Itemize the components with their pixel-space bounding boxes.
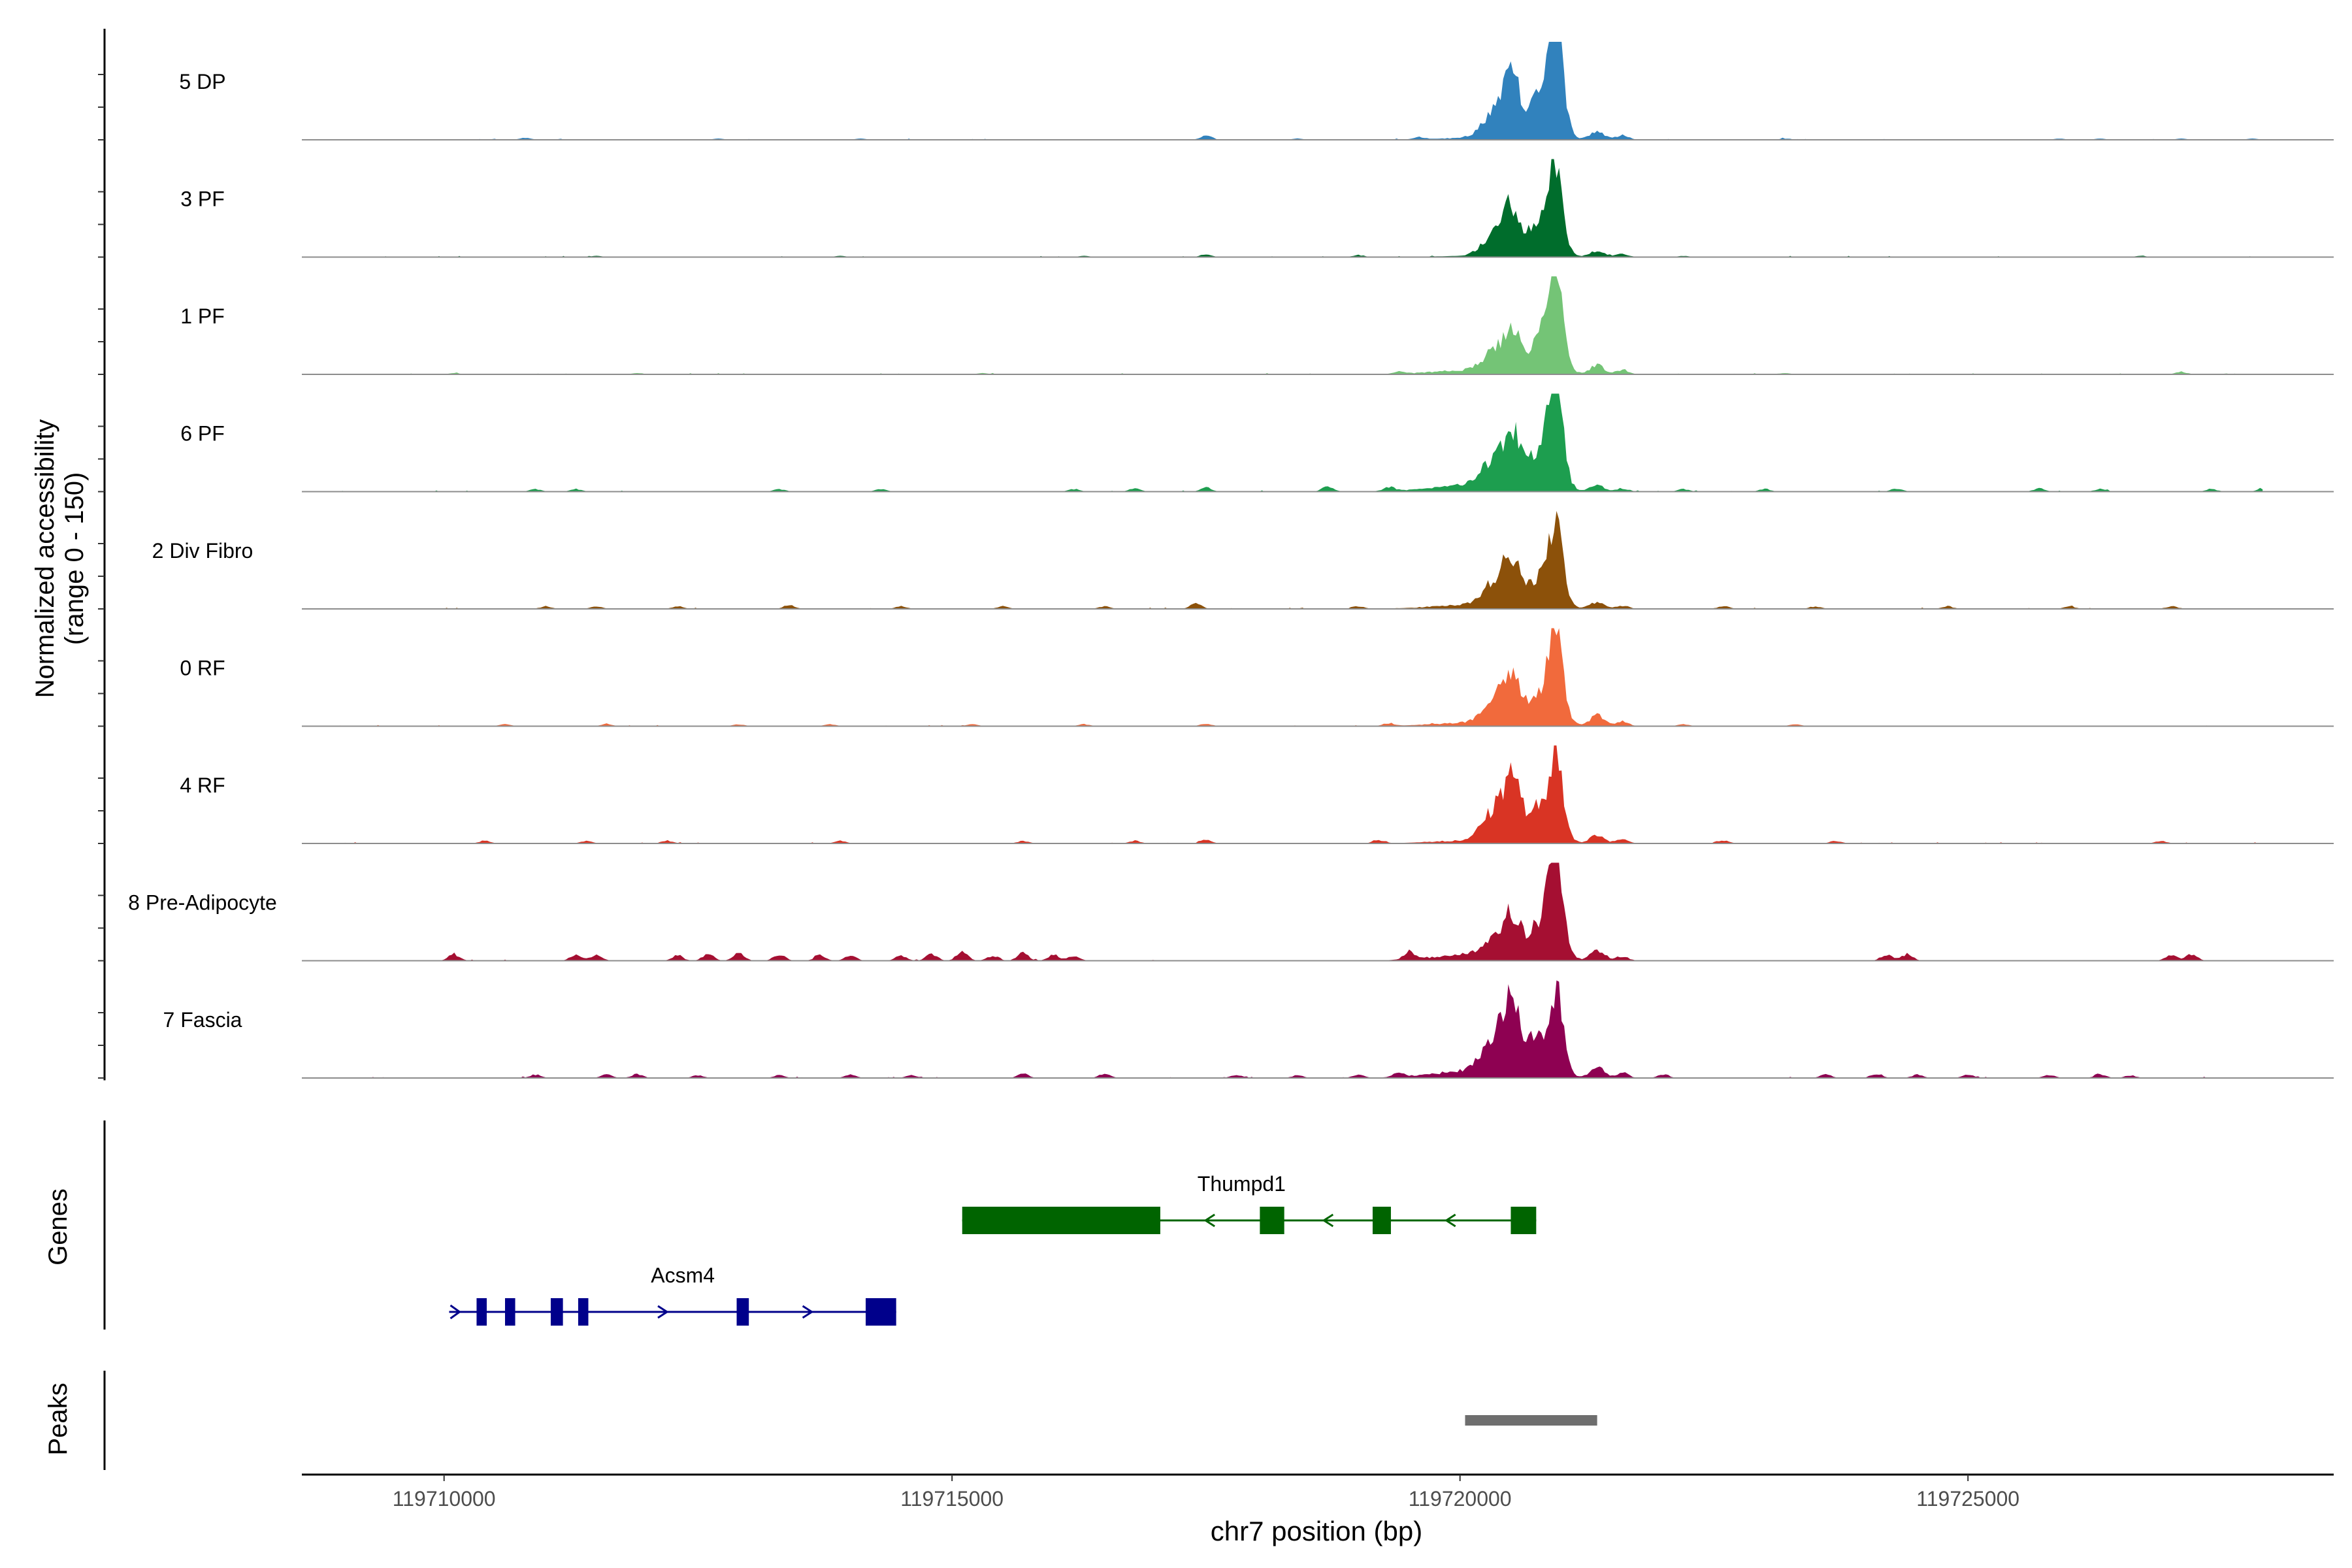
track-label: 3 PF [180,188,225,211]
x-tick-label: 119720000 [1409,1487,1512,1511]
x-axis: 119710000 119715000 119720000 119725000 [302,1473,2334,1511]
peak-region [1465,1415,1597,1426]
coverage-area [332,862,2263,961]
coverage-area [332,980,2263,1078]
gene-exon [1260,1207,1284,1234]
y-axis-label-line2: (range 0 - 150) [60,472,89,645]
track-label: 5 DP [179,70,225,93]
gene-exon [578,1298,589,1326]
coverage-area [332,159,2263,257]
x-tick-label: 119725000 [1916,1487,2019,1511]
coverage-tracks: 5 DP 3 PF 1 PF 6 PF 2 Div Fibro 0 RF 4 RF 8 Pre… [128,42,2334,1079]
genes-panel-label: Genes [44,1188,73,1266]
gene-exon [1372,1207,1391,1234]
coverage-area [332,511,2263,609]
strand-arrow [1322,1213,1334,1228]
track-label: 6 PF [180,422,225,446]
gene-exon [866,1298,896,1326]
strand-arrow [1203,1213,1215,1228]
strand-arrow [1444,1213,1456,1228]
gene-exon [505,1298,515,1326]
strand-arrow [657,1305,669,1319]
coverage-area [332,628,2263,727]
y-axis-label-line1: Normalized accessibility [31,419,59,698]
track-label: 1 PF [180,304,225,328]
gene-exon [550,1298,563,1326]
coverage-area [332,393,2263,492]
gene-exon [476,1298,487,1326]
strand-arrow [802,1305,814,1319]
peaks-panel-label: Peaks [44,1382,73,1455]
peak-regions [103,1371,1597,1470]
gene-model: Thumpd1 [962,1172,1537,1234]
coverage-area [332,745,2263,843]
gene-exon [736,1298,749,1326]
track-label: 8 Pre-Adipocyte [128,891,277,915]
coverage-area [332,42,2263,140]
strand-arrow [449,1304,462,1320]
track-label: 4 RF [180,774,225,797]
x-tick-label: 119715000 [900,1487,1004,1511]
gene-label: Acsm4 [651,1264,715,1287]
x-tick-label: 119710000 [393,1487,496,1511]
track-label: 2 Div Fibro [152,539,253,563]
coverage-area [332,276,2263,374]
gene-exon [1511,1207,1537,1234]
track-label: 7 Fascia [163,1008,242,1032]
track-label: 0 RF [180,657,225,680]
y-axis [98,29,106,1081]
gene-model: Acsm4 [449,1264,896,1326]
gene-exon [962,1207,1160,1234]
x-axis-label: chr7 position (bp) [1211,1516,1423,1546]
gene-label: Thumpd1 [1198,1172,1286,1196]
gene-annotations: Acsm4 Thumpd1 [103,1120,1537,1330]
